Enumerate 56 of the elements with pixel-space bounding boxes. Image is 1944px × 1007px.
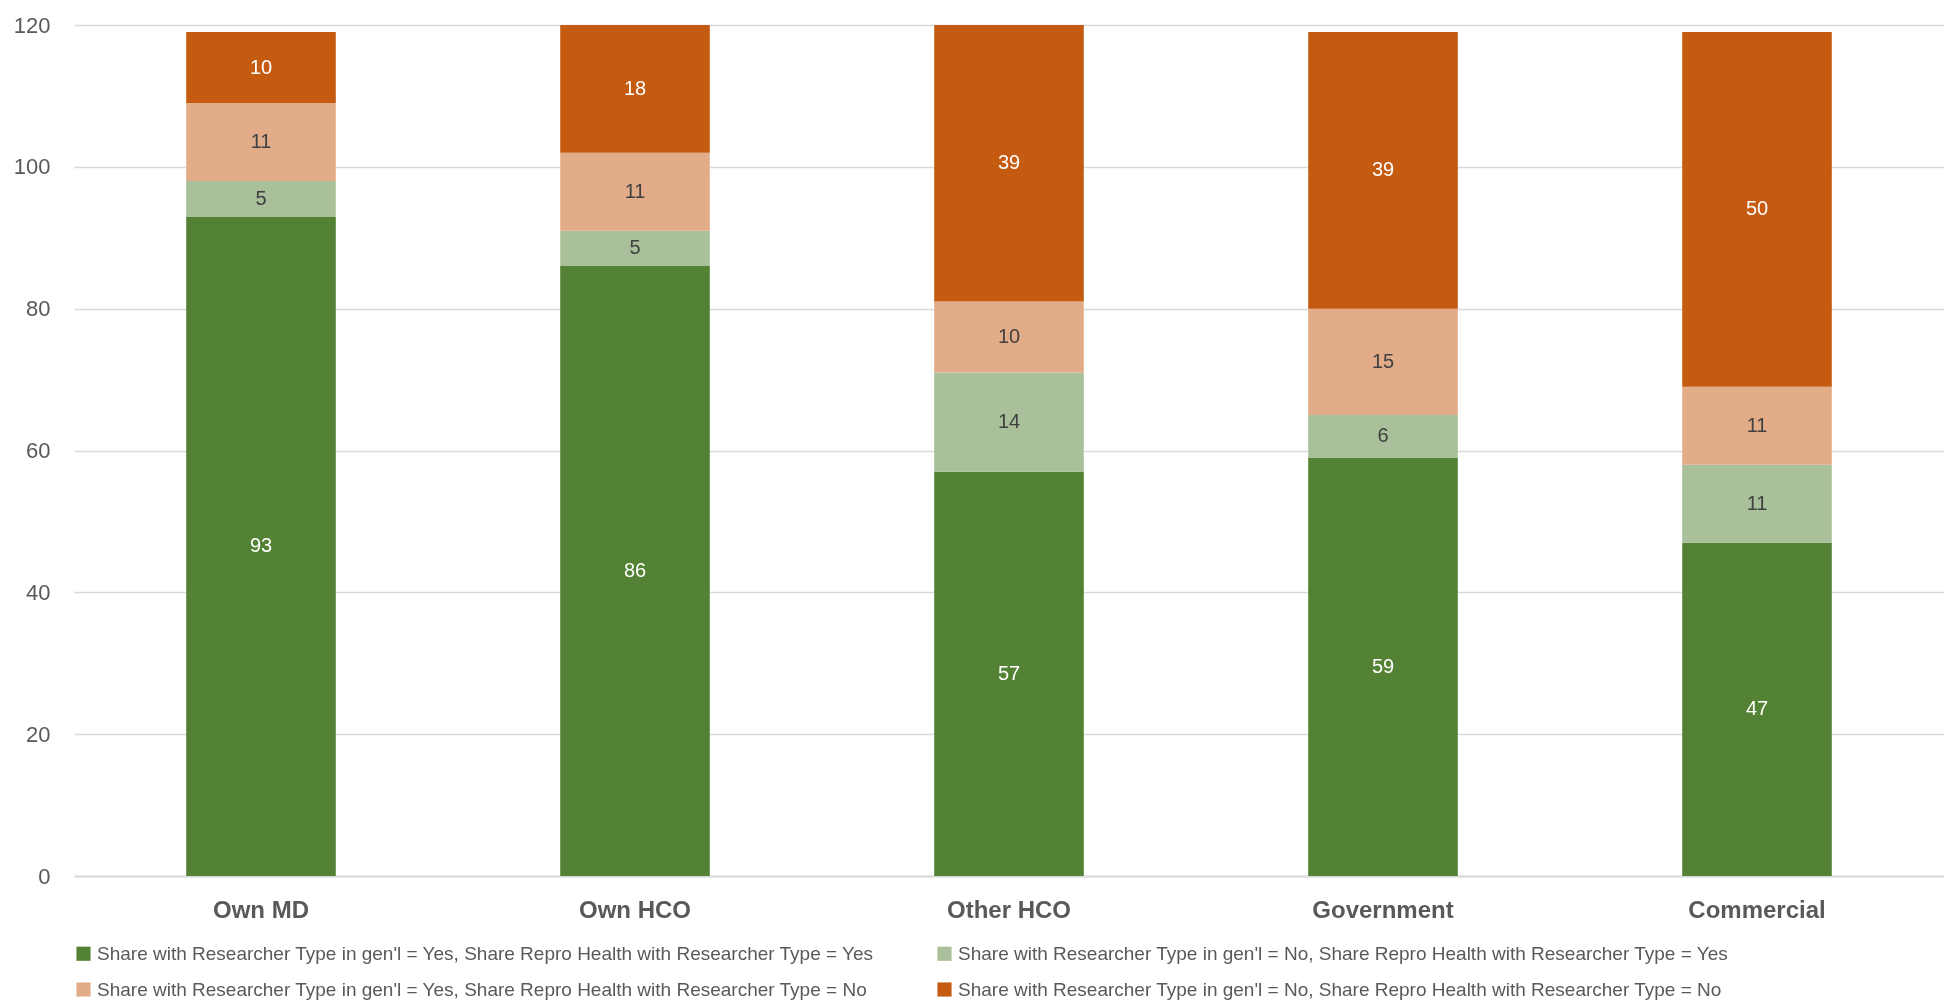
bar bbox=[186, 32, 336, 104]
data-label: 39 bbox=[1371, 158, 1395, 181]
y-tick-label: 0 bbox=[38, 863, 51, 889]
data-label: 47 bbox=[1745, 697, 1769, 720]
data-label: 10 bbox=[997, 325, 1021, 348]
data-label: 11 bbox=[1746, 491, 1768, 514]
legend-label: Share with Researcher Type in gen'l = No, Share Repro Health with Researcher Type = Yes bbox=[958, 942, 1728, 964]
data-label: 15 bbox=[1371, 349, 1395, 372]
data-label: 18 bbox=[623, 76, 647, 99]
bar bbox=[560, 266, 710, 876]
bar bbox=[560, 25, 710, 153]
data-label: 86 bbox=[623, 559, 647, 582]
y-tick-label: 60 bbox=[26, 438, 51, 463]
bar bbox=[934, 372, 1084, 472]
data-label: 6 bbox=[1377, 424, 1389, 447]
y-tick-label: 20 bbox=[26, 721, 51, 747]
legend-label: Share with Researcher Type in gen'l = Yes, Share Repro Health with Researcher Type = Yes bbox=[97, 942, 874, 964]
y-tick-label: 120 bbox=[13, 12, 51, 38]
bar bbox=[186, 216, 336, 876]
bar bbox=[1308, 457, 1458, 876]
bar bbox=[1682, 386, 1832, 465]
bar bbox=[934, 301, 1084, 373]
data-label: 59 bbox=[1371, 654, 1395, 677]
data-label: 14 bbox=[997, 410, 1021, 433]
x-tick-label: Own HCO bbox=[579, 895, 691, 923]
y-tick-label: 100 bbox=[13, 154, 51, 180]
x-tick-label: Commercial bbox=[1688, 895, 1826, 923]
y-tick-label: 40 bbox=[26, 579, 51, 605]
data-label: 11 bbox=[250, 130, 272, 153]
bar bbox=[1682, 542, 1832, 876]
data-label: 50 bbox=[1745, 197, 1769, 220]
bar bbox=[560, 152, 710, 231]
x-tick-label: Own MD bbox=[213, 895, 309, 923]
data-label: 5 bbox=[629, 236, 641, 259]
data-label: 11 bbox=[1746, 413, 1768, 436]
data-label: 39 bbox=[997, 151, 1021, 174]
bar bbox=[1308, 32, 1458, 309]
data-label: 10 bbox=[249, 55, 273, 78]
bar bbox=[1308, 415, 1458, 458]
data-label: 57 bbox=[997, 661, 1021, 684]
data-label: 11 bbox=[624, 179, 646, 202]
legend-label: Share with Researcher Type in gen'l = Yes, Share Repro Health with Researcher Type = No bbox=[97, 978, 867, 1000]
y-tick-label: 80 bbox=[26, 296, 51, 322]
bar bbox=[934, 471, 1084, 876]
bar bbox=[1308, 308, 1458, 416]
bar bbox=[934, 25, 1084, 302]
x-tick-label: Government bbox=[1312, 895, 1454, 923]
data-label: 93 bbox=[249, 534, 273, 557]
x-tick-label: Other HCO bbox=[946, 895, 1072, 923]
bar bbox=[1682, 464, 1832, 543]
data-label: 5 bbox=[255, 186, 267, 209]
bar bbox=[186, 103, 336, 182]
bar bbox=[1682, 32, 1832, 387]
bar bbox=[560, 230, 710, 267]
legend-label: Share with Researcher Type in gen'l = No, Share Repro Health with Researcher Type = No bbox=[958, 978, 1722, 1000]
bar bbox=[186, 181, 336, 217]
